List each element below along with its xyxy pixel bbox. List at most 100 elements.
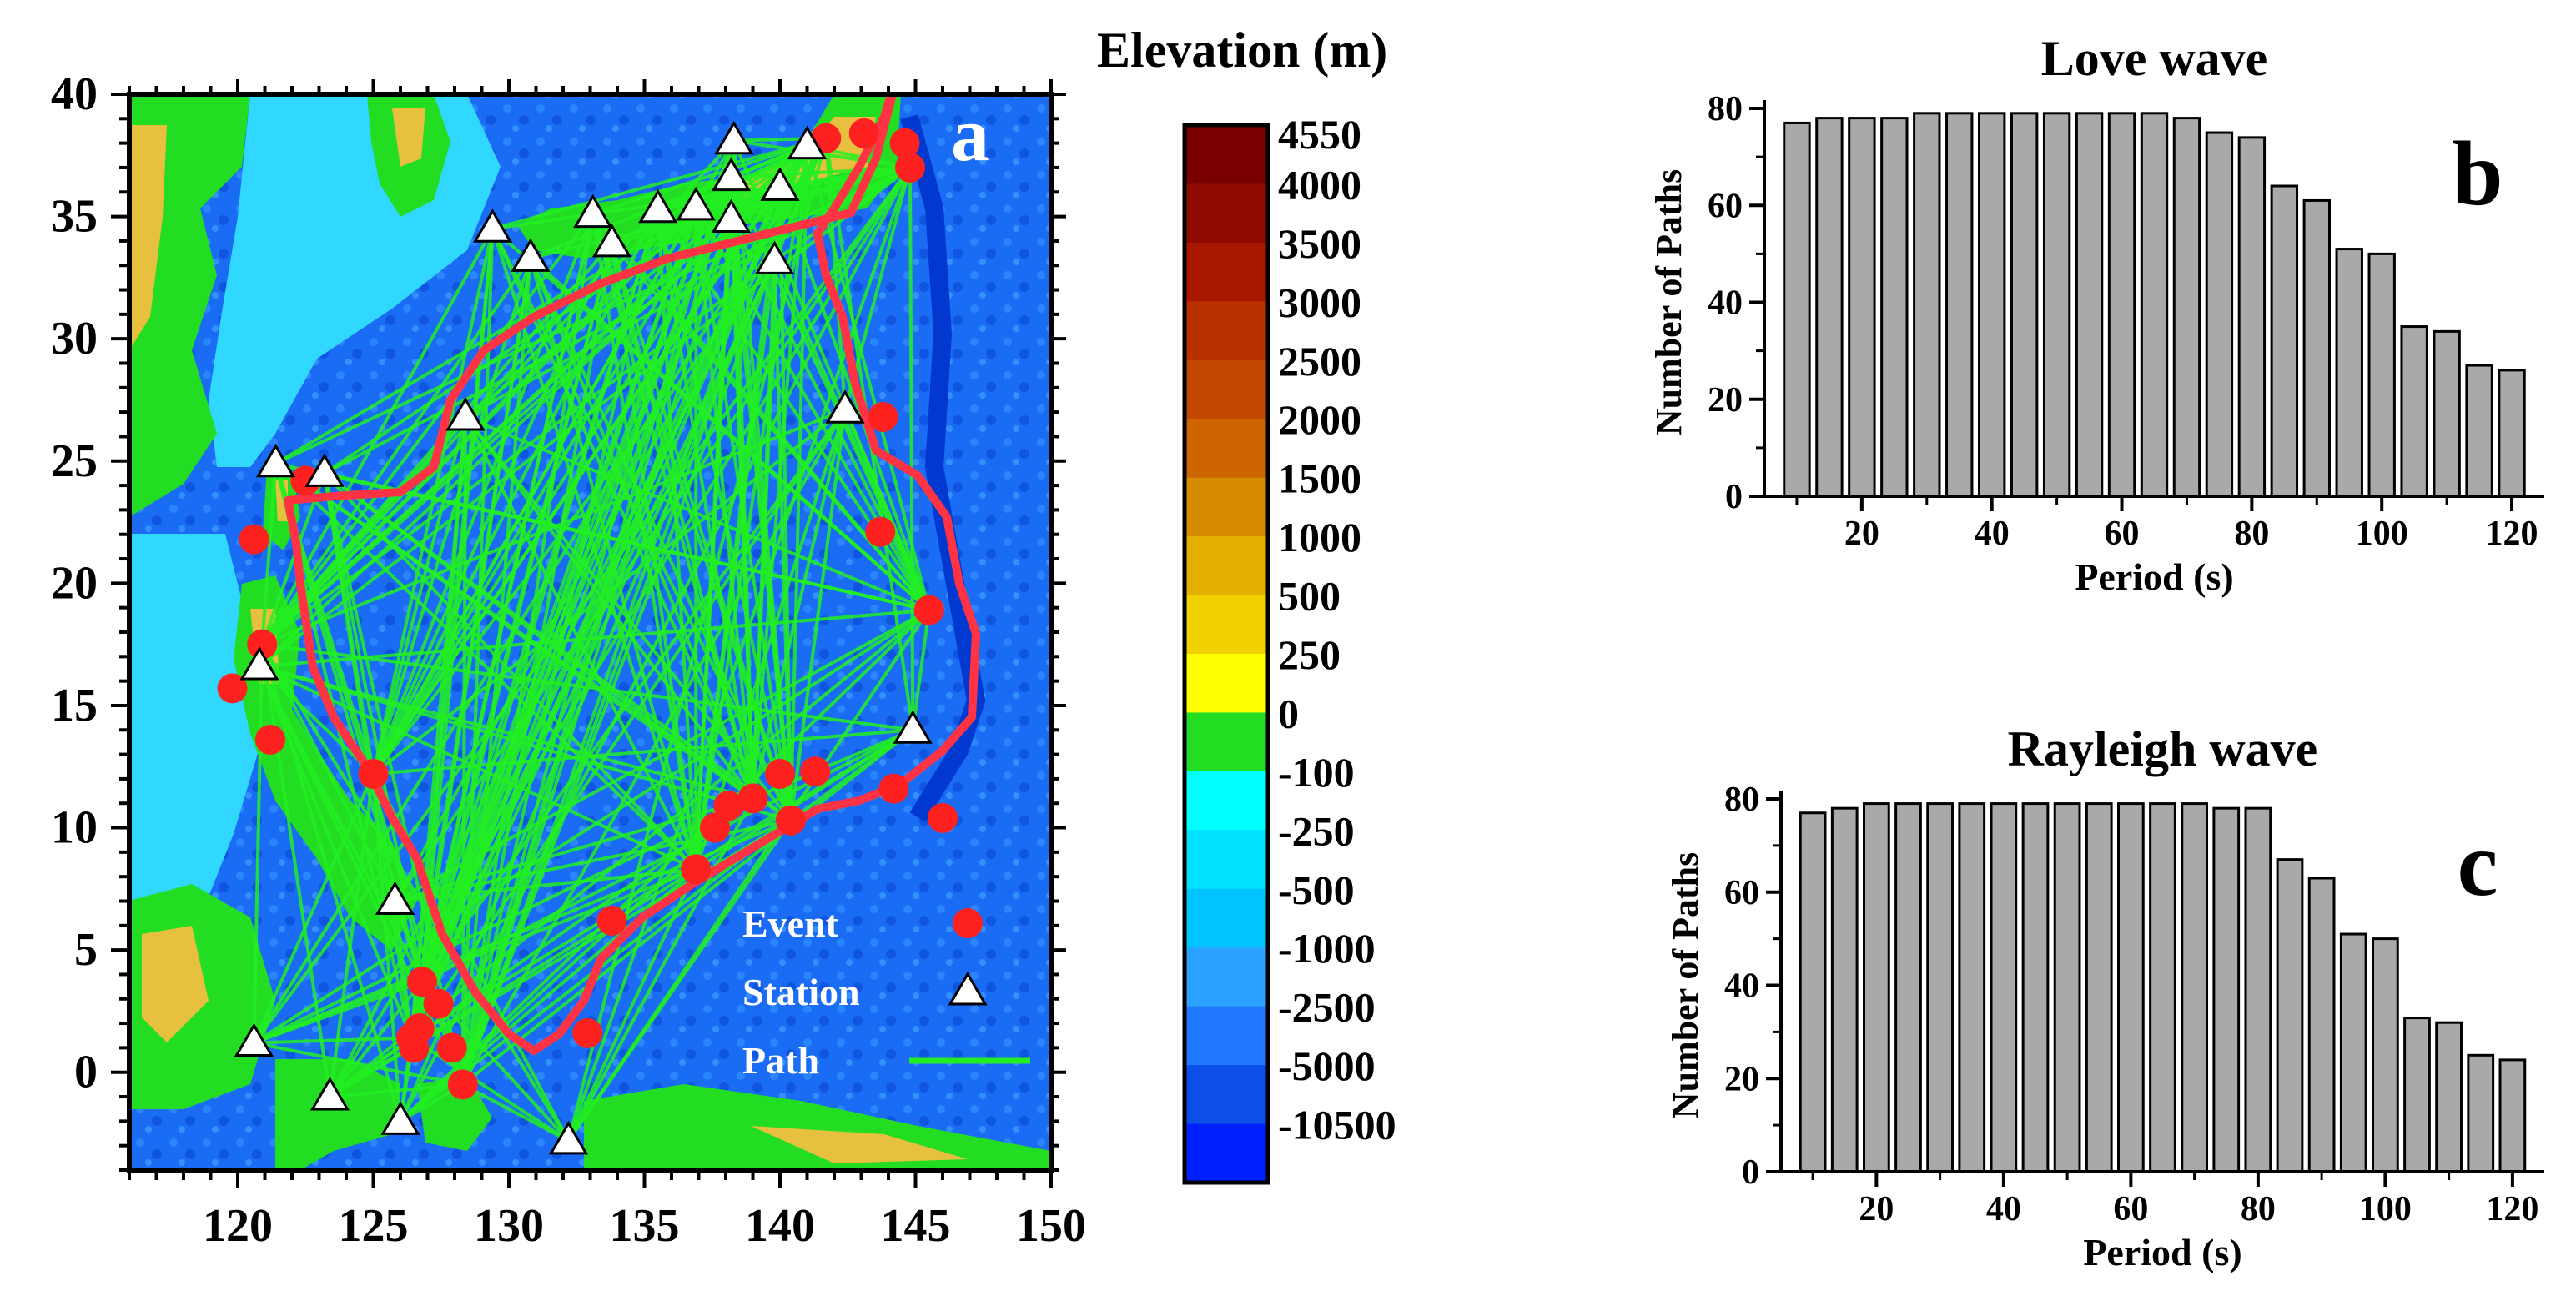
map-background: Event Station Path a (129, 92, 1051, 1170)
panel-label: c (2458, 813, 2498, 915)
y-tick-label: 25 (51, 435, 98, 487)
station-marker (255, 443, 296, 478)
x-tick-label: 120 (2486, 1190, 2538, 1228)
ray-path (731, 165, 911, 179)
x-tick-label: 80 (2234, 515, 2269, 553)
ray-path (410, 206, 698, 1039)
bar (1913, 112, 1941, 498)
ray-path (393, 901, 413, 1038)
study-region-boundary (284, 94, 980, 1055)
station-marker (787, 125, 828, 160)
x-tick-label: 135 (610, 1200, 680, 1252)
x-tick-label: 125 (339, 1200, 409, 1252)
y-tick-label: 40 (1708, 284, 1743, 323)
bar (2367, 252, 2396, 498)
bar (2307, 877, 2336, 1173)
ray-path (410, 409, 847, 1039)
bar (2400, 325, 2428, 498)
event-marker (765, 759, 795, 790)
ray-path (656, 208, 698, 870)
event-marker (865, 516, 896, 547)
ray-path (410, 186, 782, 1039)
ray-path (254, 1036, 412, 1045)
event-marker (681, 854, 712, 885)
y-tick-label: 80 (1724, 781, 1759, 819)
colorbar-label: -1000 (1278, 925, 1376, 972)
station-markers (234, 120, 933, 1155)
legend-event-label: Event (742, 902, 839, 945)
bar (2335, 248, 2363, 498)
event-marker (913, 595, 944, 625)
event-markers (217, 118, 958, 1100)
bar (2042, 112, 2071, 498)
ray-path (371, 205, 697, 776)
legend-station-marker (948, 972, 988, 1006)
y-tick-label: 20 (51, 557, 98, 609)
bar (2181, 802, 2208, 1173)
event-marker (436, 1032, 467, 1063)
bar (2237, 136, 2267, 498)
bar (1848, 117, 1876, 498)
ray-path (461, 728, 914, 1086)
bar (2075, 112, 2104, 498)
event-marker (737, 783, 768, 814)
bar (2270, 184, 2299, 498)
event-marker (255, 725, 285, 755)
colorbar-label: -5000 (1278, 1042, 1376, 1089)
ray-path (751, 409, 847, 799)
ray-path (460, 258, 532, 1085)
colorbar-swatch (1185, 183, 1268, 244)
legend-station-label: Station (742, 971, 860, 1013)
bar (2149, 802, 2176, 1173)
panel-a-label: a (951, 92, 989, 177)
ray-path (789, 145, 809, 821)
ray-path (260, 643, 571, 1142)
ray-path (460, 206, 698, 1085)
bar (2107, 112, 2136, 498)
ray-path (460, 218, 733, 1085)
y-tick-label: 0 (1742, 1153, 1759, 1192)
event-marker (878, 773, 909, 804)
bar (1799, 811, 1827, 1173)
station-marker (676, 186, 716, 221)
bar (2085, 802, 2113, 1173)
ray-path (460, 186, 782, 1086)
event-marker (800, 756, 831, 787)
ray-path (260, 463, 278, 645)
ray-path (254, 1041, 464, 1087)
ray-path (843, 409, 931, 611)
colorbar-title: Elevation (m) (1097, 23, 1387, 78)
ray-path (410, 1037, 570, 1143)
ray-path (566, 868, 698, 1142)
bar (1958, 802, 1986, 1173)
ray-path (694, 409, 847, 871)
colorbar-label: -500 (1278, 866, 1355, 913)
y-tick-label: 15 (51, 680, 98, 731)
x-tick-label: 100 (2356, 515, 2408, 553)
x-tick-label: 120 (2486, 515, 2538, 553)
ray-path (258, 666, 413, 1039)
ray-path (252, 644, 264, 1043)
station-marker (511, 238, 551, 272)
ray-path (258, 665, 375, 776)
ray-path (371, 228, 495, 775)
bar (2465, 364, 2493, 498)
bar (2010, 112, 2039, 498)
colorbar-swatch (1185, 242, 1268, 302)
map-legend: Event Station Path (742, 902, 1030, 1082)
borneo-highland (142, 926, 209, 1042)
event-marker (776, 805, 806, 836)
ray-path (410, 416, 467, 1038)
colorbar-swatch (1185, 359, 1268, 419)
shelf-area-south (129, 534, 259, 959)
bar (2117, 802, 2145, 1173)
event-marker (713, 791, 744, 821)
legend-event-marker (953, 908, 983, 938)
colorbar-swatch (1185, 888, 1268, 948)
ray-path (260, 257, 532, 645)
colorbar-swatch (1185, 1006, 1268, 1066)
x-tick-label: 130 (474, 1200, 544, 1252)
panel-c-rayleigh-wave: 20 40 60 80 100 120 0 20 40 60 80 Rayleigh wave Peri… (1665, 721, 2544, 1273)
x-tick-label: 60 (2105, 515, 2140, 553)
station-marker (445, 397, 486, 431)
